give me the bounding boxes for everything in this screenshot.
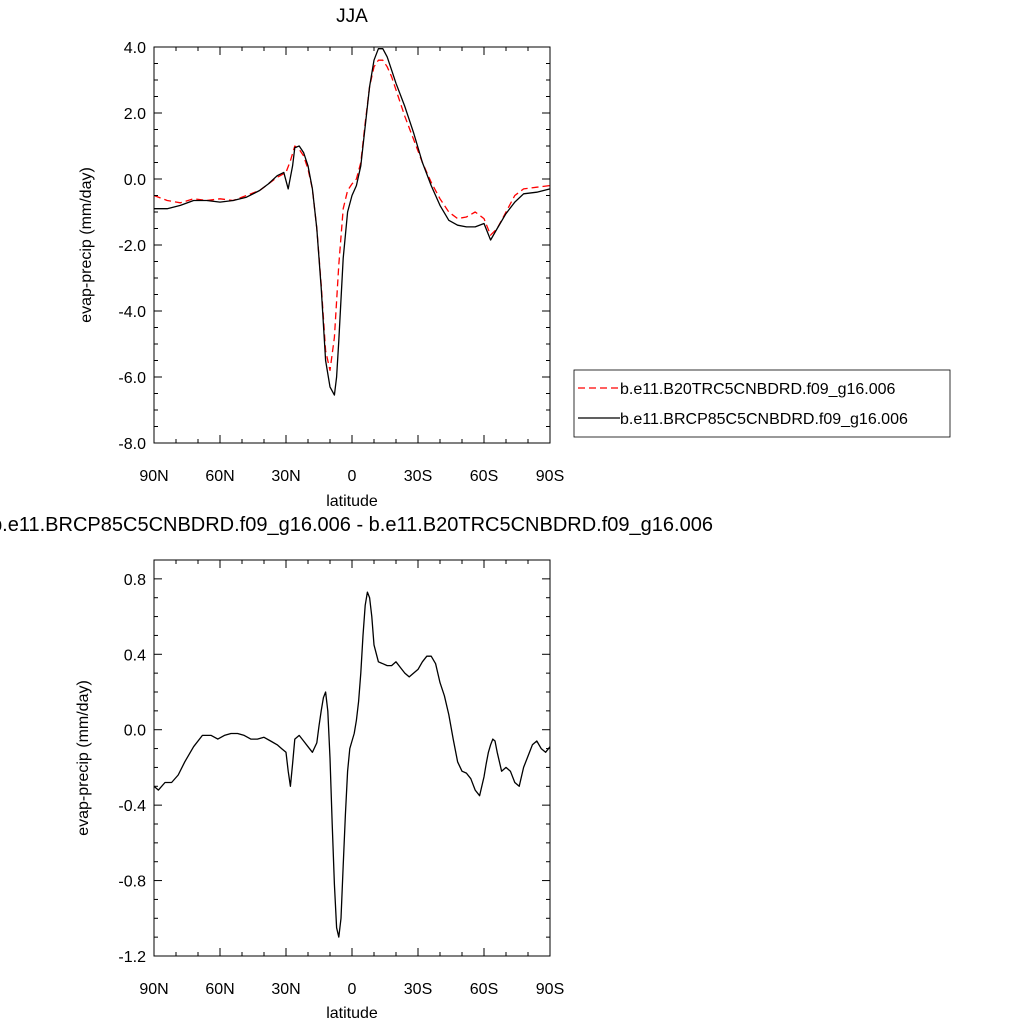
top-x-tick-label: 30N: [271, 468, 300, 485]
top-series-line-1: [154, 48, 551, 396]
top-y-tick-label: 4.0: [124, 40, 146, 57]
bottom-x-tick-label: 90N: [139, 981, 168, 998]
top-y-tick-label: -6.0: [118, 370, 146, 387]
top-panel: JJA 4.0 2.0 0.0 -2.0 -4.0 -6.0 -8.0 90N 60N 30N 0…: [78, 6, 951, 510]
top-x-ticks: 90N 60N 30N 0 30S 60S 90S: [139, 47, 564, 485]
bottom-x-tick-label: 60N: [205, 981, 234, 998]
bottom-chart-title: b.e11.BRCP85C5CNBDRD.f09_g16.006 - b.e11…: [0, 514, 713, 536]
bottom-y-tick-label: 0.8: [124, 572, 146, 589]
bottom-x-tick-label: 60S: [470, 981, 498, 998]
top-x-tick-label: 0: [348, 468, 357, 485]
bottom-y-tick-label: 0.4: [124, 647, 146, 664]
legend: b.e11.B20TRC5CNBDRD.f09_g16.006 b.e11.BR…: [573, 369, 951, 438]
bottom-x-tick-label: 90S: [536, 981, 564, 998]
top-y-tick-label: 0.0: [124, 172, 146, 189]
top-y-ticks: 4.0 2.0 0.0 -2.0 -4.0 -6.0 -8.0: [118, 40, 550, 453]
legend-label-historical: b.e11.B20TRC5CNBDRD.f09_g16.006: [620, 381, 896, 398]
top-chart-title: JJA: [336, 6, 368, 27]
top-x-tick-label: 60N: [205, 468, 234, 485]
top-x-tick-label: 90S: [536, 468, 564, 485]
legend-box: [573, 369, 951, 438]
top-series-lines: [153, 48, 551, 396]
bottom-y-tick-label: -0.4: [118, 798, 146, 815]
bottom-series-line-0: [153, 591, 551, 938]
top-x-tick-label: 90N: [139, 468, 168, 485]
bottom-y-tick-label: -0.8: [118, 874, 146, 891]
top-x-axis-label: latitude: [326, 493, 378, 510]
top-series-line-0: [153, 59, 551, 372]
top-y-tick-label: -4.0: [118, 304, 146, 321]
bottom-panel: b.e11.BRCP85C5CNBDRD.f09_g16.006 - b.e11…: [0, 514, 713, 1022]
bottom-x-tick-label: 30N: [271, 981, 300, 998]
bottom-series-lines: [153, 591, 551, 938]
bottom-plot-area: [153, 559, 551, 957]
top-y-tick-label: 2.0: [124, 106, 146, 123]
legend-label-rcp85: b.e11.BRCP85C5CNBDRD.f09_g16.006: [620, 411, 908, 428]
bottom-x-axis-label: latitude: [326, 1005, 378, 1022]
top-plot-area: [153, 46, 551, 444]
top-y-tick-label: -2.0: [118, 238, 146, 255]
top-y-tick-label: -8.0: [118, 436, 146, 453]
bottom-y-axis-label: evap-precip (mm/day): [75, 680, 92, 836]
top-x-tick-label: 30S: [404, 468, 432, 485]
bottom-x-tick-label: 0: [348, 981, 357, 998]
bottom-y-tick-label: 0.0: [124, 723, 146, 740]
bottom-x-ticks: 90N 60N 30N 0 30S 60S 90S: [139, 560, 564, 998]
bottom-x-tick-label: 30S: [404, 981, 432, 998]
top-x-tick-label: 60S: [470, 468, 498, 485]
top-y-axis-label: evap-precip (mm/day): [78, 167, 95, 323]
bottom-y-ticks: 0.8 0.4 0.0 -0.4 -0.8 -1.2: [118, 559, 550, 966]
bottom-y-tick-label: -1.2: [118, 949, 146, 966]
